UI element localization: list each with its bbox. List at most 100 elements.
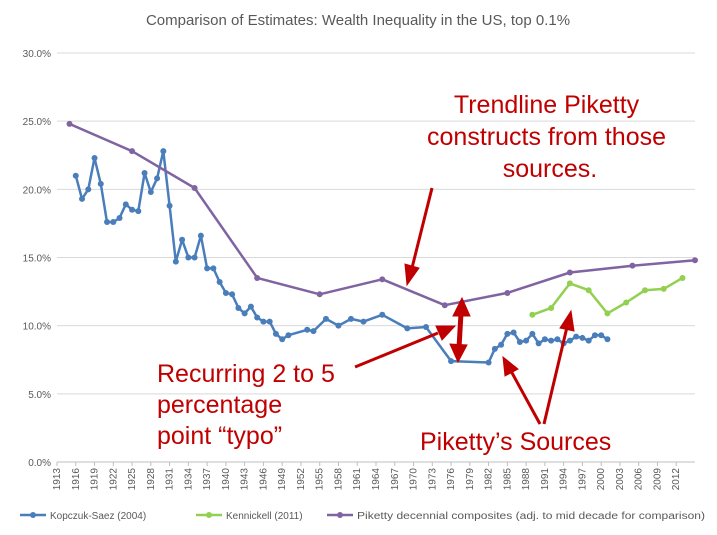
- x-tick-label: 1946: [258, 468, 269, 491]
- y-tick-label: 20.0%: [23, 185, 51, 196]
- data-point: [441, 302, 448, 309]
- data-point: [85, 186, 92, 193]
- x-tick-label: 1988: [521, 468, 532, 491]
- arrowhead-gap-down: [449, 343, 468, 364]
- data-point: [241, 310, 248, 317]
- data-point: [154, 175, 161, 182]
- series-2: [66, 120, 698, 309]
- data-point: [66, 120, 73, 127]
- data-point: [141, 169, 148, 176]
- data-point: [229, 291, 236, 298]
- data-point: [591, 332, 598, 339]
- annotation-trendline-line-3: sources.: [503, 155, 597, 183]
- data-point: [604, 310, 611, 317]
- data-point: [91, 154, 98, 161]
- data-point: [304, 326, 311, 333]
- data-point: [179, 236, 186, 243]
- arrowhead-trendline: [404, 263, 420, 287]
- y-tick-label: 30.0%: [23, 49, 51, 60]
- legend-marker-kopczuk: [30, 512, 36, 518]
- data-point: [598, 332, 605, 339]
- data-point: [554, 336, 561, 343]
- data-point: [160, 148, 167, 155]
- data-point: [204, 265, 211, 272]
- data-point: [79, 195, 86, 202]
- legend-label-kopczuk: Kopczuk-Saez (2004): [50, 511, 146, 522]
- annotation-sources: Piketty’s Sources: [420, 428, 611, 456]
- data-point: [585, 337, 592, 344]
- data-point: [529, 330, 536, 337]
- data-point: [541, 336, 548, 343]
- data-point: [147, 189, 154, 196]
- data-point: [135, 208, 142, 215]
- annotation-typo: Recurring 2 to 5 percentage point “typo”: [157, 360, 342, 450]
- legend-item-piketty: Piketty decennial composites (adj. to mi…: [327, 511, 705, 522]
- data-point: [104, 219, 111, 226]
- legend-item-kennickell: Kennickell (2011): [196, 511, 303, 522]
- x-tick-label: 1922: [108, 468, 119, 491]
- data-point: [629, 262, 636, 269]
- arrow-sources-blue: [509, 370, 542, 425]
- data-point: [116, 214, 123, 221]
- data-point: [485, 359, 492, 366]
- data-point: [566, 280, 573, 287]
- legend-marker-piketty: [337, 512, 343, 518]
- data-point: [166, 202, 173, 209]
- data-point: [573, 333, 580, 340]
- data-point: [585, 287, 592, 294]
- data-point: [191, 184, 198, 191]
- x-tick-label: 1958: [333, 468, 344, 491]
- y-tick-label: 25.0%: [23, 117, 51, 128]
- data-point: [191, 254, 198, 261]
- arrow-typo: [354, 331, 439, 369]
- y-tick-label: 0.0%: [28, 458, 51, 469]
- data-point: [129, 148, 136, 155]
- data-point: [129, 206, 136, 213]
- annotation-trendline-line-2: constructs from those: [427, 123, 666, 151]
- annotation-arrows: [354, 187, 575, 425]
- annotation-typo-line-1: Recurring 2 to 5: [157, 360, 335, 388]
- data-point: [310, 328, 317, 335]
- data-point: [498, 341, 505, 348]
- data-point: [516, 339, 523, 346]
- x-tick-label: 1976: [446, 468, 457, 491]
- x-tick-label: 1916: [71, 468, 82, 491]
- data-point: [379, 311, 386, 318]
- arrowhead-typo: [435, 325, 457, 341]
- x-tick-label: 2003: [615, 468, 626, 491]
- x-tick-label: 2009: [652, 468, 663, 491]
- x-tick-label: 1928: [146, 468, 157, 491]
- data-point: [679, 274, 686, 281]
- series-1: [529, 274, 686, 318]
- data-point: [641, 287, 648, 294]
- data-point: [448, 358, 455, 365]
- data-point: [579, 334, 586, 341]
- annotation-typo-line-3: point “typo”: [157, 422, 282, 450]
- y-axis-ticks: 0.0% 5.0% 10.0% 15.0% 20.0% 25.0% 30.0%: [23, 49, 51, 469]
- data-point: [491, 345, 498, 352]
- x-tick-label: 1970: [409, 468, 420, 491]
- data-point: [529, 311, 536, 318]
- x-axis-ticks: 1913 1916 1919 1922 1925 1928 1931 1934 1937 1940…: [52, 462, 682, 490]
- data-point: [504, 330, 511, 337]
- arrowhead-gap-up: [452, 296, 471, 317]
- x-tick-label: 1973: [427, 468, 438, 491]
- data-point: [347, 315, 354, 322]
- x-tick-label: 1940: [221, 468, 232, 491]
- data-point: [172, 258, 179, 265]
- x-tick-label: 1991: [540, 468, 551, 491]
- arrowhead-sources-blue: [502, 355, 519, 377]
- data-point: [548, 304, 555, 311]
- x-tick-label: 1967: [390, 468, 401, 491]
- data-point: [548, 337, 555, 344]
- legend: Kopczuk-Saez (2004) Kennickell (2011) Pi…: [20, 511, 705, 522]
- annotation-typo-line-2: percentage: [157, 391, 282, 419]
- data-point: [272, 330, 279, 337]
- annotation-sources-line-1: Piketty’s Sources: [420, 428, 611, 456]
- data-point: [197, 232, 204, 239]
- data-point: [623, 299, 630, 306]
- annotation-trendline: Trendline Piketty constructs from those …: [427, 91, 673, 183]
- series-layer: [66, 120, 698, 366]
- annotation-trendline-line-1: Trendline Piketty: [454, 91, 640, 119]
